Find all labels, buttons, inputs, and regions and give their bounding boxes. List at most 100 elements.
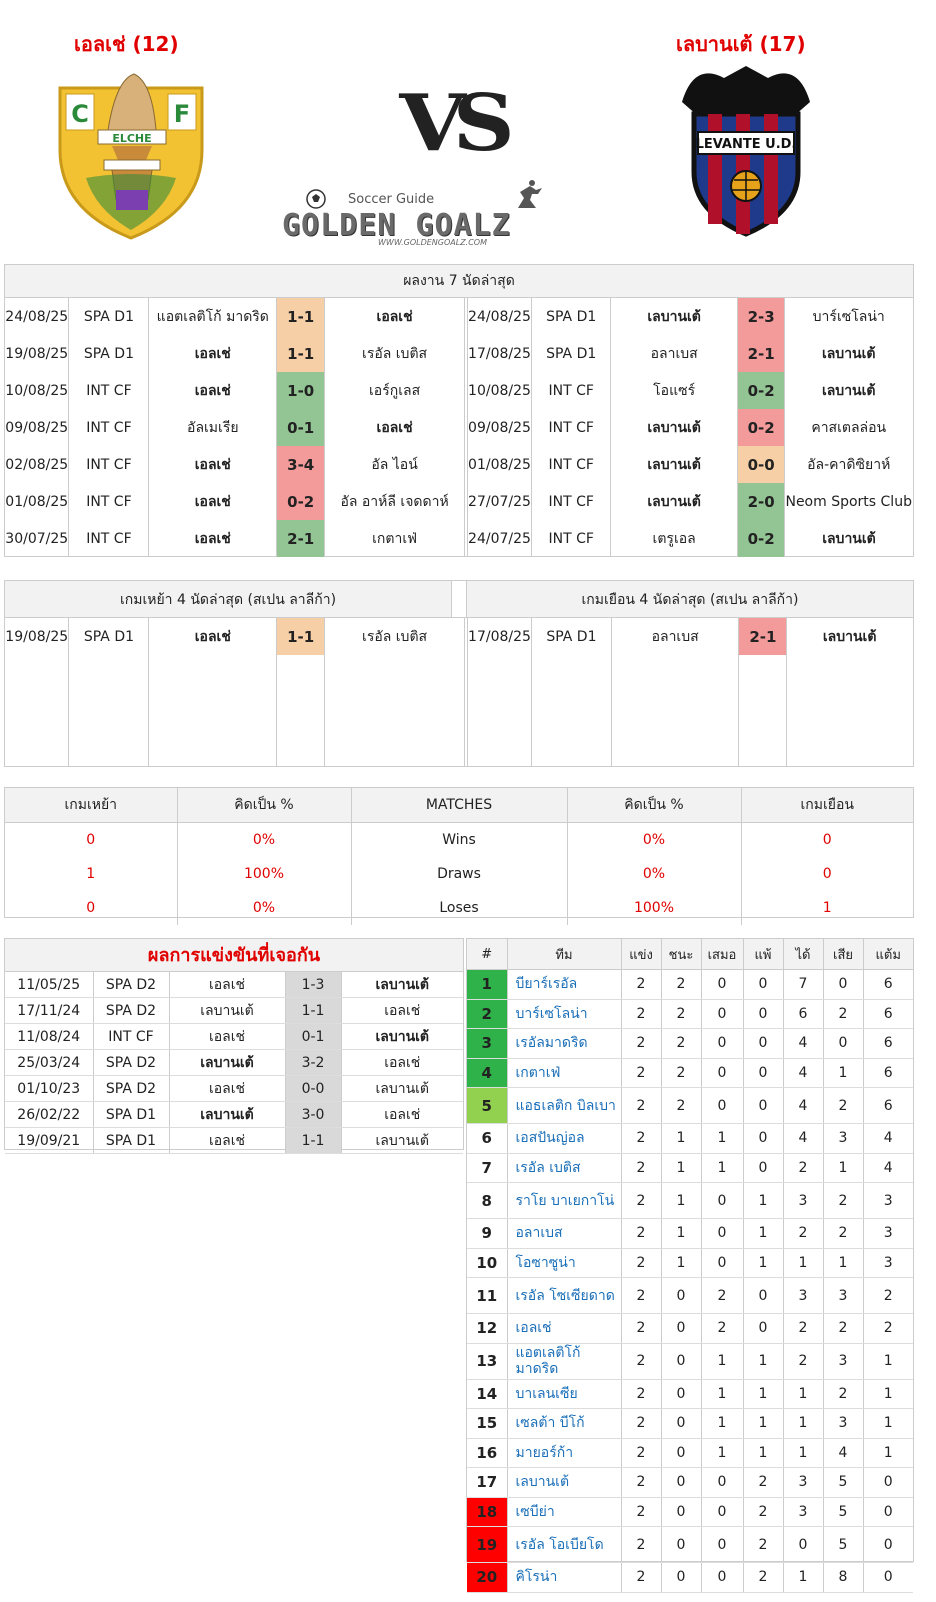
league-team-link[interactable]: เรอัลมาดริด — [507, 1028, 622, 1059]
league-l: 1 — [743, 1218, 784, 1249]
match-competition: INT CF — [68, 409, 150, 446]
league-ga: 2 — [823, 1313, 864, 1344]
league-ga: 3 — [823, 1123, 864, 1154]
stats-home-percent: 0% — [177, 891, 352, 925]
stats-header: เกมเยือน — [741, 788, 913, 823]
league-gf: 4 — [783, 1123, 824, 1154]
empty-cell — [5, 655, 70, 766]
h2h-competition: SPA D2 — [93, 1049, 170, 1076]
league-rank: 15 — [467, 1408, 508, 1439]
match-competition: SPA D1 — [68, 618, 150, 656]
league-team-link[interactable]: บาร์เซโลน่า — [507, 999, 622, 1029]
last7-section: ผลงาน 7 นัดล่าสุด 24/08/25 SPA D1 แอตเลติโ… — [4, 264, 914, 557]
league-w: 1 — [661, 1153, 702, 1183]
h2h-title: ผลการแข่งขันที่เจอกัน — [5, 939, 463, 972]
stats-away-percent: 0% — [567, 857, 742, 891]
league-d: 0 — [701, 1087, 744, 1124]
league-rank: 14 — [467, 1379, 508, 1409]
league-d: 0 — [701, 1058, 744, 1088]
league-team-link[interactable]: อลาเบส — [507, 1218, 622, 1249]
league-row: 8 ราโย บาเยกาโน่ 2 1 0 1 3 2 3 — [467, 1182, 913, 1219]
league-rank: 5 — [467, 1087, 508, 1124]
league-team-link[interactable]: คิโรน่า — [507, 1562, 622, 1593]
h2h-date: 25/03/24 — [5, 1049, 94, 1076]
league-pts: 1 — [863, 1408, 913, 1439]
match-home-team: เอลเช่ — [148, 446, 278, 483]
stats-away-count: 1 — [822, 900, 832, 916]
h2h-competition: SPA D1 — [93, 1127, 170, 1154]
stats-header: เกมเหย้า — [5, 788, 178, 823]
league-team-link[interactable]: เซลต้า บีโก้ — [507, 1408, 622, 1439]
league-l: 0 — [743, 1123, 784, 1154]
match-competition: INT CF — [68, 372, 150, 409]
h2h-away-team: เลบานเต้ — [341, 972, 463, 998]
match-date: 17/08/25 — [467, 618, 532, 656]
league-pts: 3 — [863, 1182, 913, 1219]
league-team-link[interactable]: โอซาซูน่า — [507, 1248, 622, 1278]
league-team-link[interactable]: บาเลนเซีย — [507, 1379, 622, 1409]
stats-header: MATCHES — [351, 788, 568, 823]
match-row: 17/08/25 SPA D1 อลาเบส 2-1 เลบานเต้ — [467, 618, 913, 656]
last4-away-title: เกมเยือน 4 นัดล่าสุด (สเปน ลาลีก้า) — [581, 592, 799, 608]
match-row: 17/08/25 SPA D1 อลาเบส 2-1 เลบานเต้ — [467, 335, 913, 372]
league-team-link[interactable]: เอลเช่ — [507, 1313, 622, 1344]
match-row: 01/08/25 INT CF เอลเช่ 0-2 อัล อาห์ลี เจดดาห… — [5, 483, 465, 520]
league-rank: 8 — [467, 1182, 508, 1219]
league-team-link[interactable]: แอตเลติโก้ มาดริด — [507, 1343, 622, 1380]
league-w: 0 — [661, 1438, 702, 1468]
league-d: 1 — [701, 1123, 744, 1154]
league-team-link[interactable]: เรอัล โอเบียโด — [507, 1526, 622, 1563]
soccer-ball-icon — [306, 189, 326, 209]
league-l: 0 — [743, 1277, 784, 1314]
league-pts: 0 — [863, 1526, 913, 1563]
h2h-date: 11/08/24 — [5, 1023, 94, 1050]
league-team-link[interactable]: เลบานเต้ — [507, 1467, 622, 1498]
league-team-link[interactable]: เรอัล เบติส — [507, 1153, 622, 1183]
match-date: 01/08/25 — [467, 446, 532, 483]
h2h-score: 1-3 — [285, 972, 342, 998]
league-ga: 0 — [823, 1028, 864, 1059]
league-rank: 11 — [467, 1277, 508, 1314]
league-team-link[interactable]: เรอัล โซเซียดาด — [507, 1277, 622, 1314]
stats-label: Loses — [351, 891, 568, 925]
league-p: 2 — [621, 1182, 662, 1219]
league-team-link[interactable]: มายอร์ก้า — [507, 1438, 622, 1468]
league-rank: 12 — [467, 1313, 508, 1344]
league-gf: 3 — [783, 1497, 824, 1527]
league-ga: 2 — [823, 1087, 864, 1124]
match-away-team: เรอัล เบติส — [362, 628, 428, 645]
league-p: 2 — [621, 1562, 662, 1593]
league-rank: 13 — [467, 1343, 508, 1380]
match-away-team: เอร์กูเลส — [369, 382, 421, 399]
league-l: 0 — [743, 1058, 784, 1088]
match-score: 0-1 — [276, 409, 326, 446]
match-away-team: อัล อาห์ลี เจดดาห์ — [340, 493, 449, 510]
league-header: เสมอ — [701, 939, 744, 970]
league-d: 1 — [701, 1438, 744, 1468]
league-team-link[interactable]: แอธเลติก บิลเบา — [507, 1087, 622, 1124]
league-gf: 6 — [783, 999, 824, 1029]
league-p: 2 — [621, 1379, 662, 1409]
match-date: 10/08/25 — [467, 372, 532, 409]
match-away-team: บาร์เซโลน่า — [812, 308, 885, 325]
h2h-competition: INT CF — [93, 1023, 170, 1050]
match-competition: INT CF — [68, 446, 150, 483]
match-home-team: อลาเบส — [610, 335, 738, 372]
league-p: 2 — [621, 1343, 662, 1380]
league-team-link[interactable]: ราโย บาเยกาโน่ — [507, 1182, 622, 1219]
league-team-link[interactable]: เกตาเฟ่ — [507, 1058, 622, 1088]
league-team-link[interactable]: เซบีย่า — [507, 1497, 622, 1527]
league-team-link[interactable]: เอสปันญ่อล — [507, 1123, 622, 1154]
league-row: 11 เรอัล โซเซียดาด 2 0 2 0 3 3 2 — [467, 1277, 913, 1314]
match-competition: INT CF — [531, 372, 612, 409]
league-l: 1 — [743, 1438, 784, 1468]
league-rank: 9 — [467, 1218, 508, 1249]
h2h-away-team: เอลเช่ — [341, 997, 463, 1024]
h2h-away-team: เลบานเต้ — [341, 1075, 463, 1102]
league-row: 14 บาเลนเซีย 2 0 1 1 1 2 1 — [467, 1379, 913, 1409]
league-w: 0 — [661, 1497, 702, 1527]
league-team-link[interactable]: บียาร์เรอัล — [507, 969, 622, 1000]
league-pts: 3 — [863, 1248, 913, 1278]
empty-cell — [611, 655, 740, 766]
h2h-away-team: เอลเช่ — [341, 1049, 463, 1076]
